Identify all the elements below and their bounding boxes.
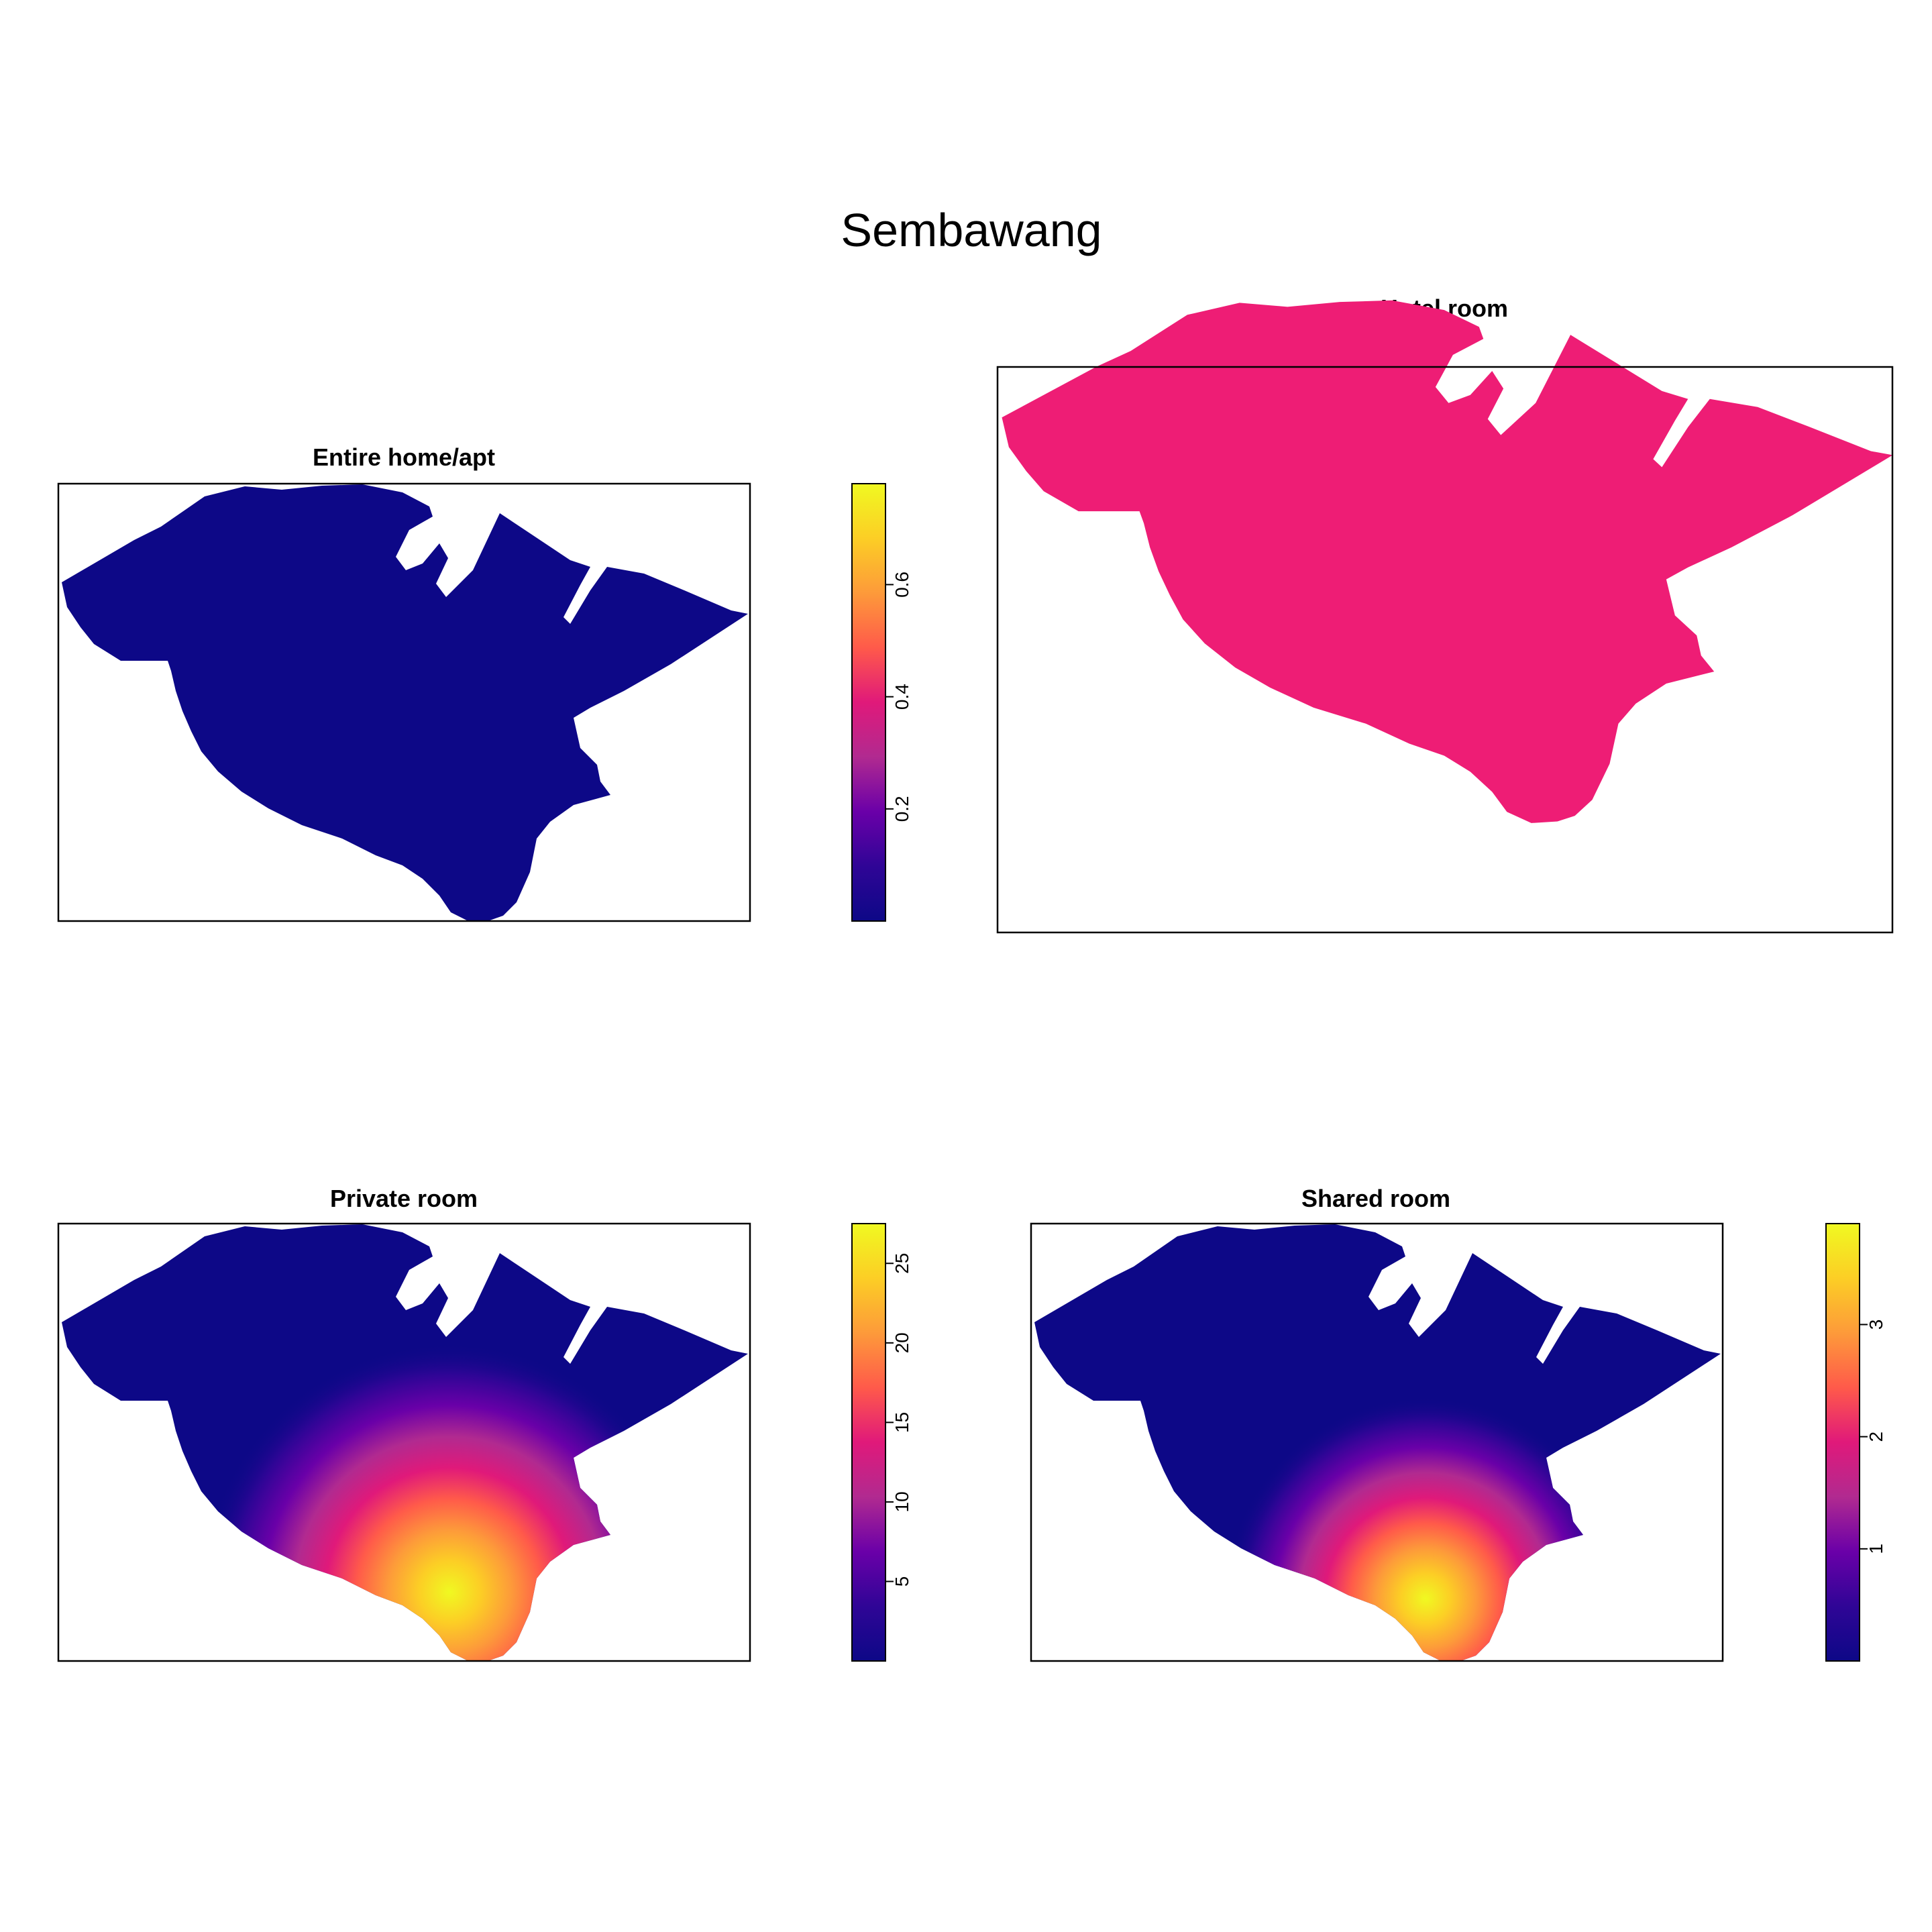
- panel-shared-room: Shared room 1 2 3: [1030, 1185, 1886, 1662]
- colorbar-ramp: [851, 1223, 886, 1662]
- density-map-private-room: [62, 1224, 748, 1662]
- panel-hotel-room: Hotel room: [996, 294, 1894, 934]
- panel-title-private-room: Private room: [330, 1185, 478, 1212]
- colorbar-entire-home: 0.2 0.4 0.6: [851, 483, 912, 922]
- region-fill-hotel-room: [1002, 300, 1893, 823]
- plot-frame-private-room: [57, 1222, 751, 1662]
- colorbar-ramp: [851, 483, 886, 922]
- figure-title: Sembawang: [841, 204, 1102, 256]
- colorbar-tick-label: 3: [1866, 1320, 1886, 1330]
- colorbar-tick-label: 1: [1866, 1544, 1886, 1554]
- panel-private-room: Private room 5 10 15 20 25: [57, 1185, 912, 1662]
- colorbar-tick-label: 10: [892, 1491, 912, 1512]
- hotspot-overlay-entire-home: [62, 484, 748, 922]
- colorbar-tick-label: 0.6: [892, 572, 912, 598]
- density-map-entire-home: [62, 484, 748, 922]
- colorbar-tick-label: 15: [892, 1412, 912, 1433]
- colorbar-tick-label: 25: [892, 1253, 912, 1274]
- panel-entire-home: Entire home/apt 0.2 0.4 0.6: [57, 443, 912, 922]
- density-map-hotel-room: [1002, 300, 1893, 823]
- colorbar-tick-label: 0.2: [892, 796, 912, 822]
- hotspot-overlay-private-room: [62, 1224, 748, 1662]
- plot-frame-entire-home: [57, 482, 751, 922]
- colorbar-private-room: 5 10 15 20 25: [851, 1223, 912, 1662]
- colorbar-shared-room: 1 2 3: [1825, 1223, 1886, 1662]
- plot-frame-shared-room: [1030, 1222, 1724, 1662]
- colorbar-tick-label: 5: [892, 1576, 912, 1587]
- plot-frame-hotel-room: [996, 366, 1894, 934]
- density-map-shared-room: [1034, 1224, 1721, 1662]
- colorbar-tick-label: 20: [892, 1332, 912, 1353]
- colorbar-ramp: [1825, 1223, 1860, 1662]
- hotspot-overlay-shared-room: [1034, 1224, 1721, 1662]
- panel-title-entire-home: Entire home/apt: [313, 443, 495, 471]
- panel-title-shared-room: Shared room: [1301, 1185, 1450, 1212]
- colorbar-tick-label: 2: [1866, 1432, 1886, 1442]
- colorbar-tick-label: 0.4: [892, 684, 912, 710]
